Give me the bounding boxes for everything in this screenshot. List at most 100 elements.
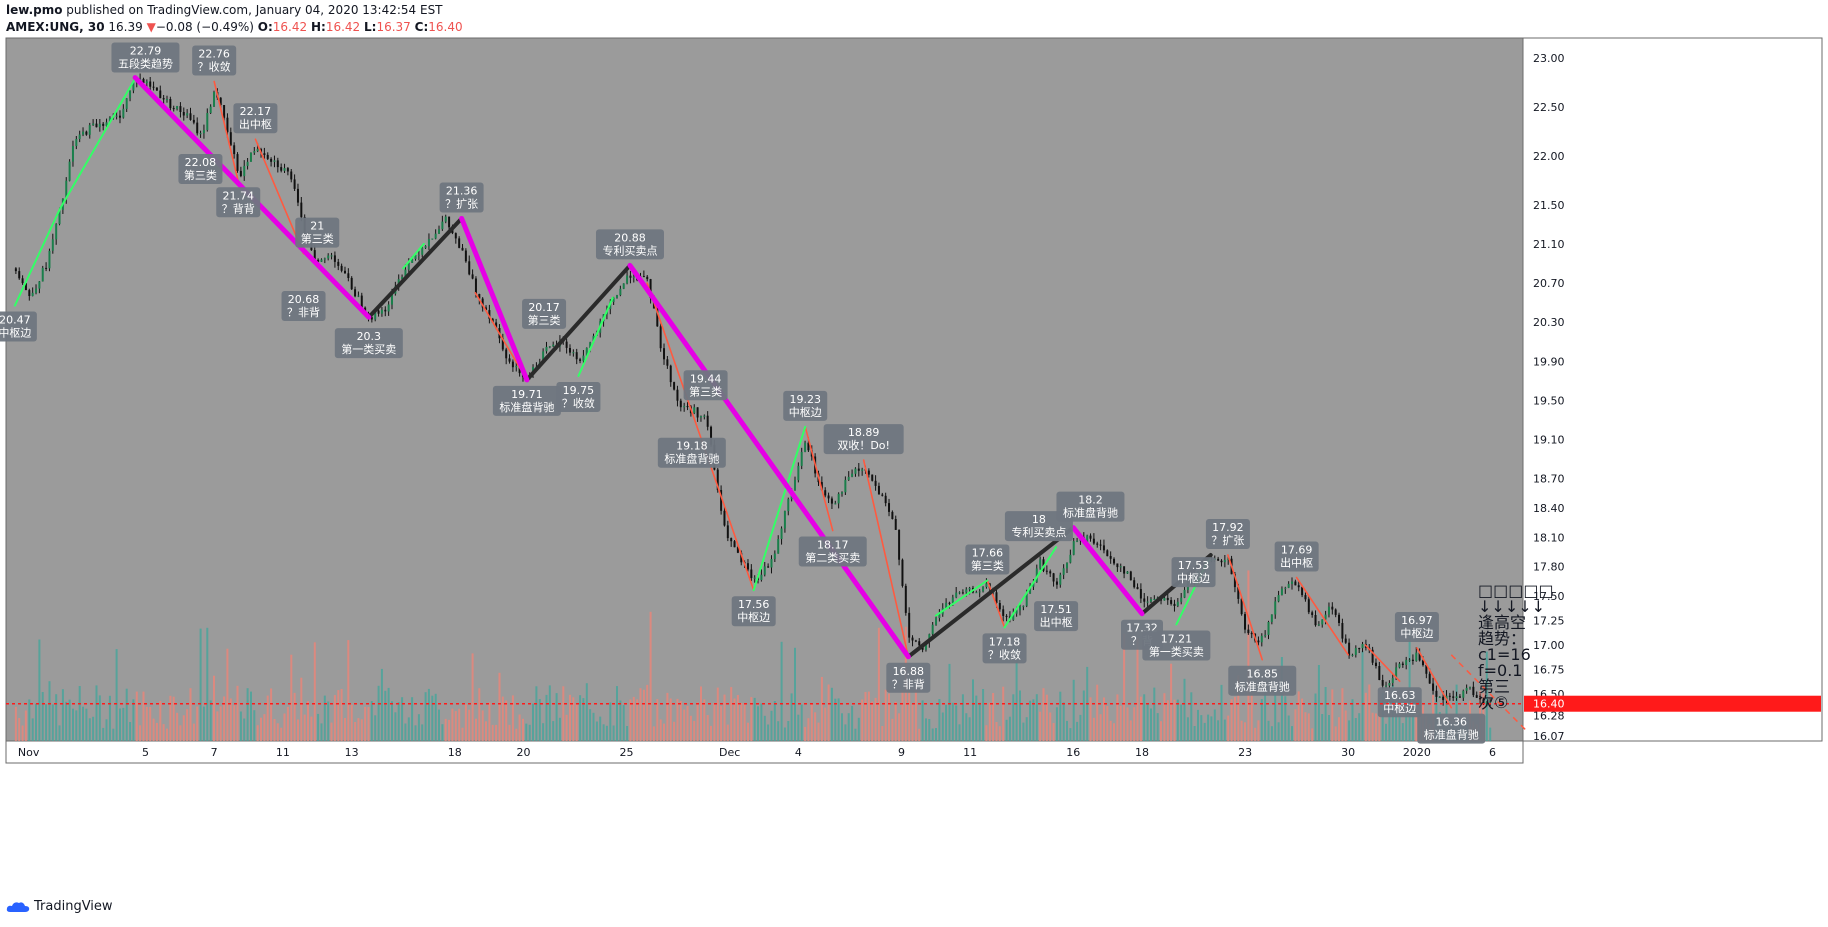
x-tick-label: 7 (211, 746, 218, 759)
candle-body (55, 224, 58, 240)
candle-body (192, 119, 195, 123)
candle-body (1102, 545, 1105, 551)
volume-bar (881, 726, 884, 741)
red-segment (213, 80, 240, 183)
volume-bar (1059, 691, 1062, 741)
candle-body (874, 480, 877, 486)
purple-stroke (1070, 525, 1145, 617)
volume-bar (364, 706, 367, 741)
candle-body (669, 365, 672, 383)
x-tick-label: Nov (18, 746, 40, 759)
volume-bar (877, 627, 880, 741)
purple-stroke (627, 262, 911, 660)
candle-body (706, 415, 709, 427)
candle-body (938, 614, 941, 618)
candle-body (1351, 654, 1354, 656)
volume-bar (676, 698, 679, 741)
candle-body (1059, 574, 1062, 585)
candle-body (122, 108, 125, 118)
volume-bar (1096, 684, 1099, 741)
annotation-label: 标准盘背驰 (664, 452, 719, 466)
y-tick-label: 20.30 (1533, 316, 1565, 329)
volume-bar (1351, 699, 1354, 741)
volume-bar (1022, 722, 1025, 741)
volume-bar (162, 724, 165, 741)
candle-body (424, 246, 427, 248)
high-value: 16.42 (325, 20, 361, 34)
annotation-value: 17.56 (738, 598, 770, 611)
annotation-box (886, 662, 931, 693)
annotation-value: 22.79 (130, 45, 162, 58)
volume-bar (1170, 663, 1173, 741)
candle-body (431, 238, 434, 240)
annotation-label: 中枢边 (1383, 701, 1416, 715)
author-name[interactable]: lew.pmo (6, 3, 63, 17)
volume-bar (317, 713, 320, 741)
volume-bar (612, 725, 615, 741)
candle-body (1274, 601, 1277, 615)
volume-bar (1415, 702, 1418, 741)
volume-bar (239, 711, 242, 741)
candle-body (955, 592, 958, 598)
candle-body (750, 569, 753, 578)
candle-body (401, 276, 404, 280)
candle-body (35, 288, 38, 293)
volume-bar (1344, 710, 1347, 741)
candle-body (518, 366, 521, 374)
candle-body (703, 415, 706, 417)
annotation-box (1228, 665, 1297, 696)
candle-body (125, 98, 128, 109)
volume-bar (471, 653, 474, 741)
candle-body (693, 407, 696, 414)
candle-body (182, 112, 185, 116)
open-label: O: (257, 20, 273, 34)
volume-bar (700, 686, 702, 741)
candle-body (1277, 595, 1280, 602)
volume-bar (1398, 716, 1401, 741)
price-scale[interactable] (1522, 37, 1823, 742)
candle-body (1448, 695, 1451, 697)
candle-body (797, 465, 800, 481)
volume-bar (787, 721, 790, 741)
candle-body (68, 161, 71, 181)
candle-body (1314, 615, 1317, 626)
published-text: published on TradingView.com, January 04… (66, 3, 443, 17)
candle-body (468, 261, 471, 275)
volume-bar (753, 697, 756, 741)
volume-bar (733, 698, 736, 741)
candle-body (411, 259, 414, 263)
annotation-box (823, 424, 904, 455)
candle-body (1391, 678, 1394, 684)
volume-bar (830, 687, 833, 741)
candle-body (1099, 544, 1102, 546)
volume-bar (532, 703, 534, 741)
volume-bar (686, 705, 689, 741)
volume-bar (572, 697, 575, 741)
volume-bar (454, 711, 457, 741)
time-scale[interactable] (5, 740, 1524, 764)
candle-body (354, 289, 357, 297)
candle-body (673, 382, 676, 390)
x-tick-label: 6 (1489, 746, 1496, 759)
volume-bar (1260, 699, 1263, 741)
y-tick-label: 18.70 (1533, 473, 1565, 486)
annotation-label: 中枢边 (1400, 626, 1433, 640)
candle-body (1264, 634, 1267, 636)
volume-bar (716, 687, 719, 741)
plot-area[interactable] (5, 37, 1524, 742)
volume-bar (380, 668, 383, 741)
annotation-box (1205, 519, 1250, 550)
candle-body (273, 160, 276, 162)
tradingview-footer[interactable]: TradingView (6, 899, 113, 914)
candle-body (1018, 606, 1021, 611)
volume-bar (972, 679, 974, 741)
volume-bar (313, 642, 316, 741)
volume-bar (68, 699, 71, 741)
volume-bar (814, 712, 817, 741)
volume-bar (652, 726, 655, 741)
annotation-label: 专利买卖点 (1011, 525, 1066, 539)
red-segment (862, 459, 910, 658)
candle-body (172, 108, 175, 110)
y-tick-label: 19.50 (1533, 394, 1565, 407)
